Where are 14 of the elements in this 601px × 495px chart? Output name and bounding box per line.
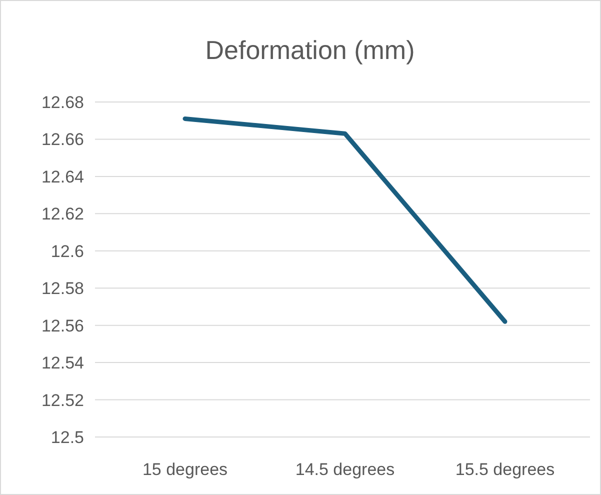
y-tick-label: 12.58 [41, 279, 84, 298]
x-tick-label: 15.5 degrees [455, 460, 555, 479]
chart-title: Deformation (mm) [205, 35, 415, 65]
y-tick-label: 12.62 [41, 204, 84, 224]
y-tick-label: 12.6 [50, 242, 84, 261]
y-tick-label: 12.56 [41, 316, 84, 336]
y-tick-label: 12.5 [50, 428, 84, 447]
y-tick-label: 12.64 [41, 167, 84, 186]
x-tick-label: 15 degrees [142, 460, 228, 479]
y-tick-label: 12.54 [41, 354, 84, 373]
y-tick-label: 12.66 [41, 130, 84, 150]
y-tick-label: 12.52 [41, 390, 84, 410]
x-tick-label: 14.5 degrees [295, 460, 395, 479]
y-tick-label: 12.68 [41, 93, 84, 112]
